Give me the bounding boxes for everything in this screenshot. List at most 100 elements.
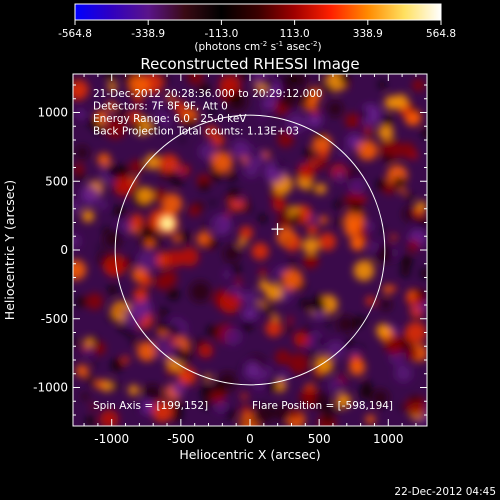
- intensity-blob: [139, 399, 155, 415]
- intensity-gap: [203, 222, 209, 229]
- intensity-blob: [173, 100, 186, 113]
- intensity-gap: [322, 413, 333, 424]
- intensity-blob: [171, 382, 186, 396]
- intensity-gap: [304, 147, 315, 159]
- intensity-blob: [241, 290, 258, 306]
- intensity-blob: [379, 298, 392, 311]
- intensity-gap: [247, 318, 254, 326]
- intensity-blob: [365, 296, 376, 306]
- intensity-blob: [94, 379, 105, 389]
- intensity-blob: [81, 209, 95, 223]
- intensity-blob: [336, 315, 355, 333]
- intensity-blob: [393, 93, 409, 109]
- intensity-gap: [80, 201, 85, 206]
- intensity-gap: [359, 109, 369, 119]
- intensity-gap: [306, 108, 313, 115]
- intensity-gap: [350, 202, 362, 215]
- intensity-blob: [390, 234, 398, 241]
- intensity-gap: [315, 337, 325, 347]
- intensity-gap: [162, 76, 169, 84]
- intensity-gap: [126, 329, 134, 338]
- intensity-blob: [238, 238, 247, 247]
- intensity-blob: [73, 233, 81, 248]
- intensity-blob: [94, 110, 108, 124]
- intensity-gap: [268, 407, 276, 414]
- intensity-blob: [143, 384, 162, 404]
- intensity-gap: [94, 126, 103, 135]
- intensity-gap: [421, 291, 427, 300]
- intensity-gap: [199, 181, 210, 192]
- colorbar-gradient: [74, 3, 442, 21]
- intensity-gap: [85, 416, 96, 426]
- intensity-blob: [306, 112, 323, 128]
- intensity-gap: [188, 74, 195, 80]
- y-tick-label: 1000: [37, 106, 68, 120]
- intensity-gap: [115, 228, 123, 235]
- intensity-gap: [168, 323, 180, 335]
- intensity-blob: [384, 335, 405, 355]
- intensity-blob: [402, 206, 418, 222]
- intensity-gap: [76, 296, 87, 308]
- intensity-gap: [378, 404, 384, 409]
- intensity-gap: [332, 406, 340, 413]
- intensity-gap: [148, 388, 154, 395]
- intensity-blob: [223, 271, 230, 278]
- y-tick-label: -1000: [33, 381, 68, 395]
- intensity-gap: [208, 162, 214, 168]
- intensity-blob: [75, 145, 90, 160]
- intensity-blob: [219, 74, 241, 96]
- intensity-gap: [335, 386, 341, 391]
- intensity-gap: [184, 117, 195, 128]
- intensity-gap: [393, 176, 406, 189]
- intensity-gap: [414, 288, 420, 294]
- intensity-gap: [277, 74, 286, 83]
- intensity-blob: [399, 187, 406, 195]
- intensity-gap: [240, 74, 250, 80]
- intensity-gap: [399, 404, 406, 410]
- intensity-blob: [166, 93, 175, 103]
- intensity-blob: [158, 154, 180, 175]
- intensity-blob: [212, 134, 225, 147]
- intensity-gap: [410, 395, 419, 404]
- intensity-gap: [97, 245, 102, 250]
- intensity-blob: [166, 367, 175, 376]
- intensity-blob: [132, 95, 144, 106]
- colorbar-tick-label: 564.8: [426, 28, 456, 40]
- intensity-blob: [336, 393, 351, 409]
- intensity-blob: [161, 193, 183, 214]
- intensity-blob: [153, 100, 162, 108]
- intensity-gap: [209, 239, 219, 248]
- colorbar-tick-label: 338.9: [353, 28, 383, 40]
- intensity-gap: [91, 336, 98, 342]
- intensity-gap: [224, 408, 236, 419]
- x-tick-label: 1000: [373, 432, 404, 446]
- intensity-blob: [318, 232, 337, 251]
- intensity-gap: [172, 401, 183, 412]
- intensity-blob: [129, 159, 144, 174]
- intensity-gap: [179, 137, 185, 143]
- intensity-gap: [241, 322, 251, 332]
- intensity-blob: [160, 171, 169, 180]
- intensity-gap: [224, 110, 230, 116]
- intensity-blob: [310, 107, 320, 116]
- intensity-blob: [179, 164, 190, 176]
- intensity-blob: [136, 186, 154, 205]
- intensity-blob: [121, 355, 130, 364]
- intensity-gap: [185, 110, 190, 115]
- intensity-blob: [382, 284, 393, 295]
- intensity-blob: [327, 101, 343, 117]
- intensity-blob: [297, 162, 316, 181]
- info-line: Back Projection Total counts: 1.13E+03: [93, 126, 299, 138]
- intensity-gap: [264, 305, 274, 314]
- intensity-gap: [227, 171, 237, 182]
- flare-position-label: Flare Position = [-598,194]: [252, 400, 393, 412]
- intensity-gap: [201, 394, 208, 401]
- intensity-blob: [276, 227, 296, 247]
- x-tick-label: 0: [246, 432, 254, 446]
- intensity-gap: [288, 259, 295, 266]
- x-axis-ticks: -1000 -500 0 500 1000: [83, 74, 417, 446]
- intensity-blob: [151, 400, 174, 423]
- intensity-blob: [104, 117, 127, 139]
- intensity-gap: [131, 339, 138, 346]
